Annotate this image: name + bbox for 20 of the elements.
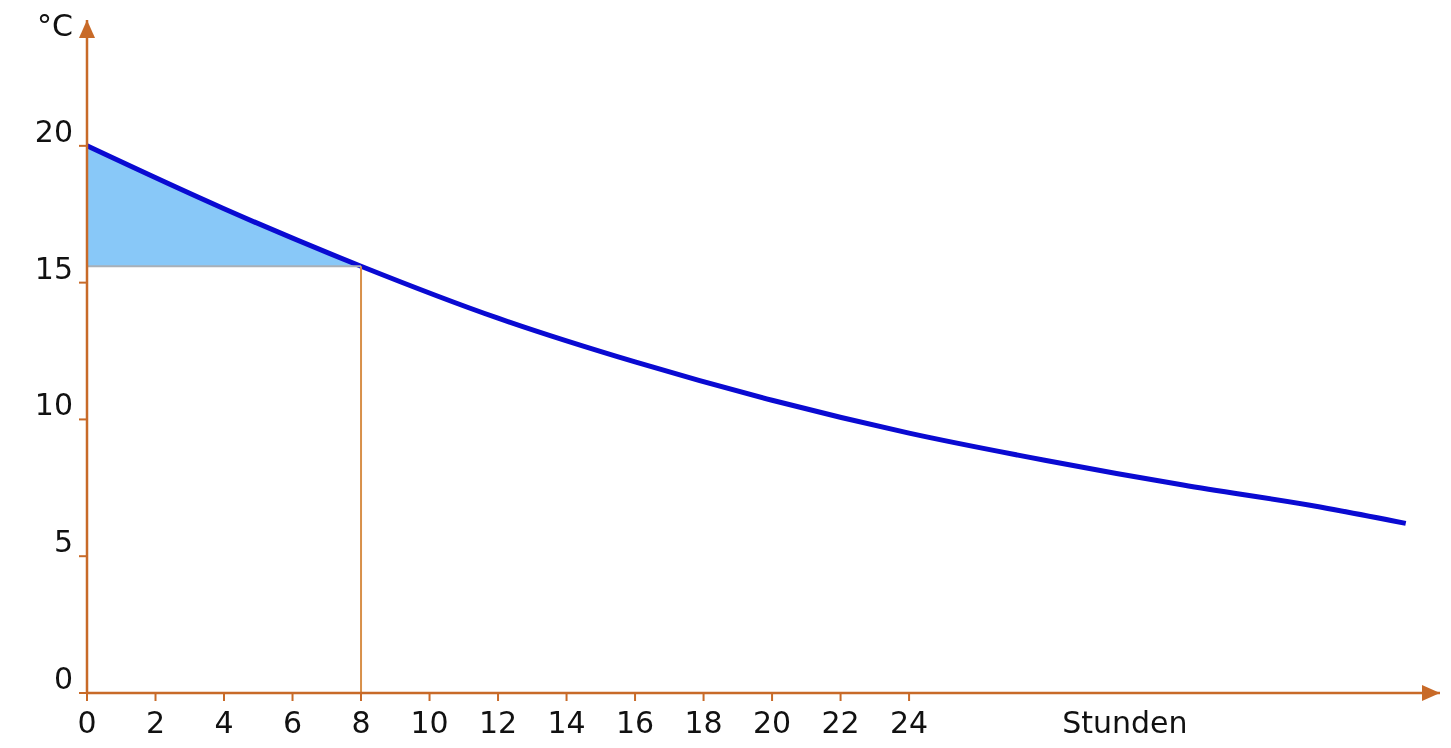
x-tick-label: 0 [77, 705, 97, 740]
x-tick-label: 10 [410, 705, 449, 740]
x-tick-label: 8 [351, 705, 371, 740]
x-tick-label: 6 [282, 705, 303, 740]
y-tick-label: 10 [34, 387, 73, 423]
x-axis-title: Stunden [1062, 705, 1188, 740]
y-tick-label: 5 [53, 524, 73, 560]
x-tick-label: 4 [214, 705, 234, 740]
y-tick-label: 15 [34, 250, 73, 286]
x-tick-label: 18 [684, 705, 723, 740]
x-tick-label: 2 [145, 705, 166, 740]
x-tick-label: 14 [547, 705, 586, 740]
y-tick-label: 0 [53, 661, 73, 696]
x-tick-label: 16 [615, 705, 655, 740]
x-tick-label: 12 [478, 705, 518, 740]
x-tick-label: 22 [821, 705, 860, 740]
x-tick-label: 24 [889, 705, 929, 740]
y-axis-title: °C [37, 8, 73, 43]
y-tick-label: 20 [34, 113, 73, 149]
x-tick-label: 20 [752, 705, 792, 740]
